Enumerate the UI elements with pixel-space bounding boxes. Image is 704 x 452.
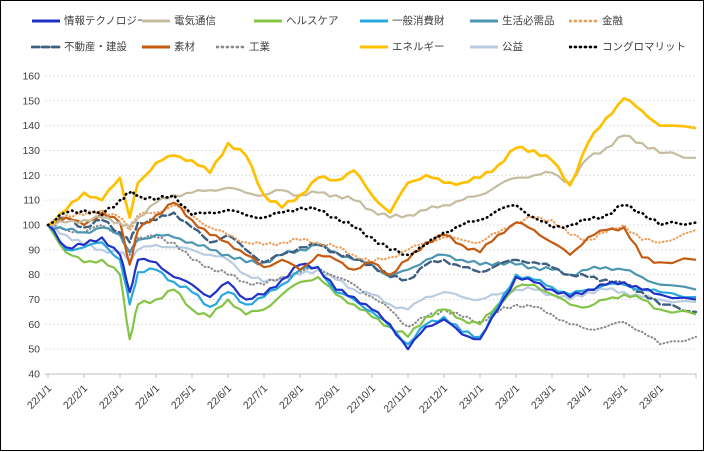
legend-item-生活必需品: 生活必需品 (469, 14, 555, 28)
chart-legend: 情報テクノロジー 電気通信 ヘルスケア 一般消費財 生活必需品 金融不動産・建設 素材 工業 エ… (1, 1, 704, 61)
legend-swatch-icon (142, 45, 170, 49)
legend-item-電気通信: 電気通信 (141, 14, 216, 28)
legend-label: 工業 (249, 41, 270, 53)
legend-item-ヘルスケア: ヘルスケア (253, 14, 339, 28)
x-tick-label: 22/11/1 (381, 383, 414, 416)
series-line-素材 (47, 201, 697, 276)
y-tick-label: 110 (23, 195, 40, 207)
x-tick-label: 23/1/1 (457, 383, 486, 412)
legend-item-金融: 金融 (569, 14, 623, 28)
y-tick-label: 160 (22, 71, 40, 83)
x-tick-label: 22/4/1 (133, 383, 162, 412)
legend-label: 素材 (174, 41, 195, 53)
x-tick-label: 22/6/1 (205, 383, 234, 412)
series-line-金融 (46, 204, 698, 264)
legend-label: 電気通信 (174, 15, 216, 27)
legend-swatch-icon (142, 19, 170, 23)
legend-label: 一般消費財 (392, 15, 445, 27)
legend-item-情報テクノロジー: 情報テクノロジー (31, 14, 147, 28)
legend-item-コングロマリット: コングロマリット (569, 40, 686, 54)
x-tick-label: 22/5/1 (169, 383, 198, 412)
y-tick-label: 100 (22, 220, 40, 232)
x-tick-label: 23/5/1 (601, 383, 630, 412)
y-tick-label: 90 (28, 244, 40, 256)
x-tick-label: 23/6/1 (637, 383, 666, 412)
x-tick-label: 22/7/1 (241, 383, 270, 412)
legend-swatch-icon (470, 45, 498, 49)
series-line-エネルギー (47, 97, 697, 227)
series-line-電気通信 (47, 134, 697, 229)
y-tick-label: 120 (22, 170, 40, 182)
legend-item-素材: 素材 (141, 40, 195, 54)
x-tick-label: 23/2/1 (493, 383, 522, 412)
y-tick-label: 80 (28, 269, 40, 281)
legend-swatch-icon (569, 45, 599, 49)
legend-item-一般消費財: 一般消費財 (359, 14, 445, 28)
legend-label: 生活必需品 (502, 15, 555, 27)
x-tick-label: 22/2/1 (61, 383, 90, 412)
series-line-工業 (46, 223, 698, 346)
legend-item-不動産・建設: 不動産・建設 (31, 40, 127, 54)
legend-swatch-icon (569, 19, 599, 23)
legend-item-工業: 工業 (216, 40, 270, 54)
y-tick-label: 40 (28, 369, 40, 381)
y-tick-label: 60 (28, 319, 40, 331)
legend-label: 情報テクノロジー (64, 15, 148, 27)
x-tick-label: 23/3/1 (529, 383, 558, 412)
x-tick-label: 22/10/1 (345, 383, 378, 416)
legend-swatch-icon (32, 19, 60, 23)
x-tick-label: 22/1/1 (25, 383, 54, 412)
y-tick-label: 150 (22, 95, 40, 107)
series-line-不動産・建設 (46, 211, 698, 314)
legend-swatch-icon (360, 45, 388, 49)
legend-swatch-icon (470, 19, 498, 23)
y-tick-label: 50 (28, 344, 40, 356)
legend-label: コングロマリット (602, 41, 686, 53)
x-tick-label: 22/8/1 (277, 383, 306, 412)
y-tick-label: 130 (22, 145, 40, 157)
legend-item-公益: 公益 (469, 40, 523, 54)
x-tick-label: 22/9/1 (313, 383, 342, 412)
legend-label: 金融 (602, 15, 623, 27)
legend-label: 不動産・建設 (64, 41, 127, 53)
x-tick-label: 22/12/1 (417, 383, 450, 416)
series-line-情報テクノロジー (47, 224, 697, 351)
legend-item-エネルギー: エネルギー (359, 40, 445, 54)
series-line-生活必需品 (47, 224, 697, 291)
series-line-一般消費財 (47, 224, 697, 346)
legend-label: 公益 (502, 41, 523, 53)
series-line-ヘルスケア (47, 224, 697, 341)
legend-swatch-icon (360, 19, 388, 23)
x-tick-label: 22/3/1 (97, 383, 126, 412)
legend-label: ヘルスケア (286, 15, 339, 27)
legend-swatch-icon (216, 45, 246, 49)
series-line-コングロマリット (46, 190, 698, 257)
y-tick-label: 140 (22, 120, 40, 132)
legend-swatch-icon (254, 19, 282, 23)
x-tick-label: 23/4/1 (565, 383, 594, 412)
y-tick-label: 70 (28, 294, 40, 306)
legend-label: エネルギー (392, 41, 445, 53)
series-line-公益 (47, 223, 697, 311)
legend-swatch-icon (31, 45, 61, 49)
